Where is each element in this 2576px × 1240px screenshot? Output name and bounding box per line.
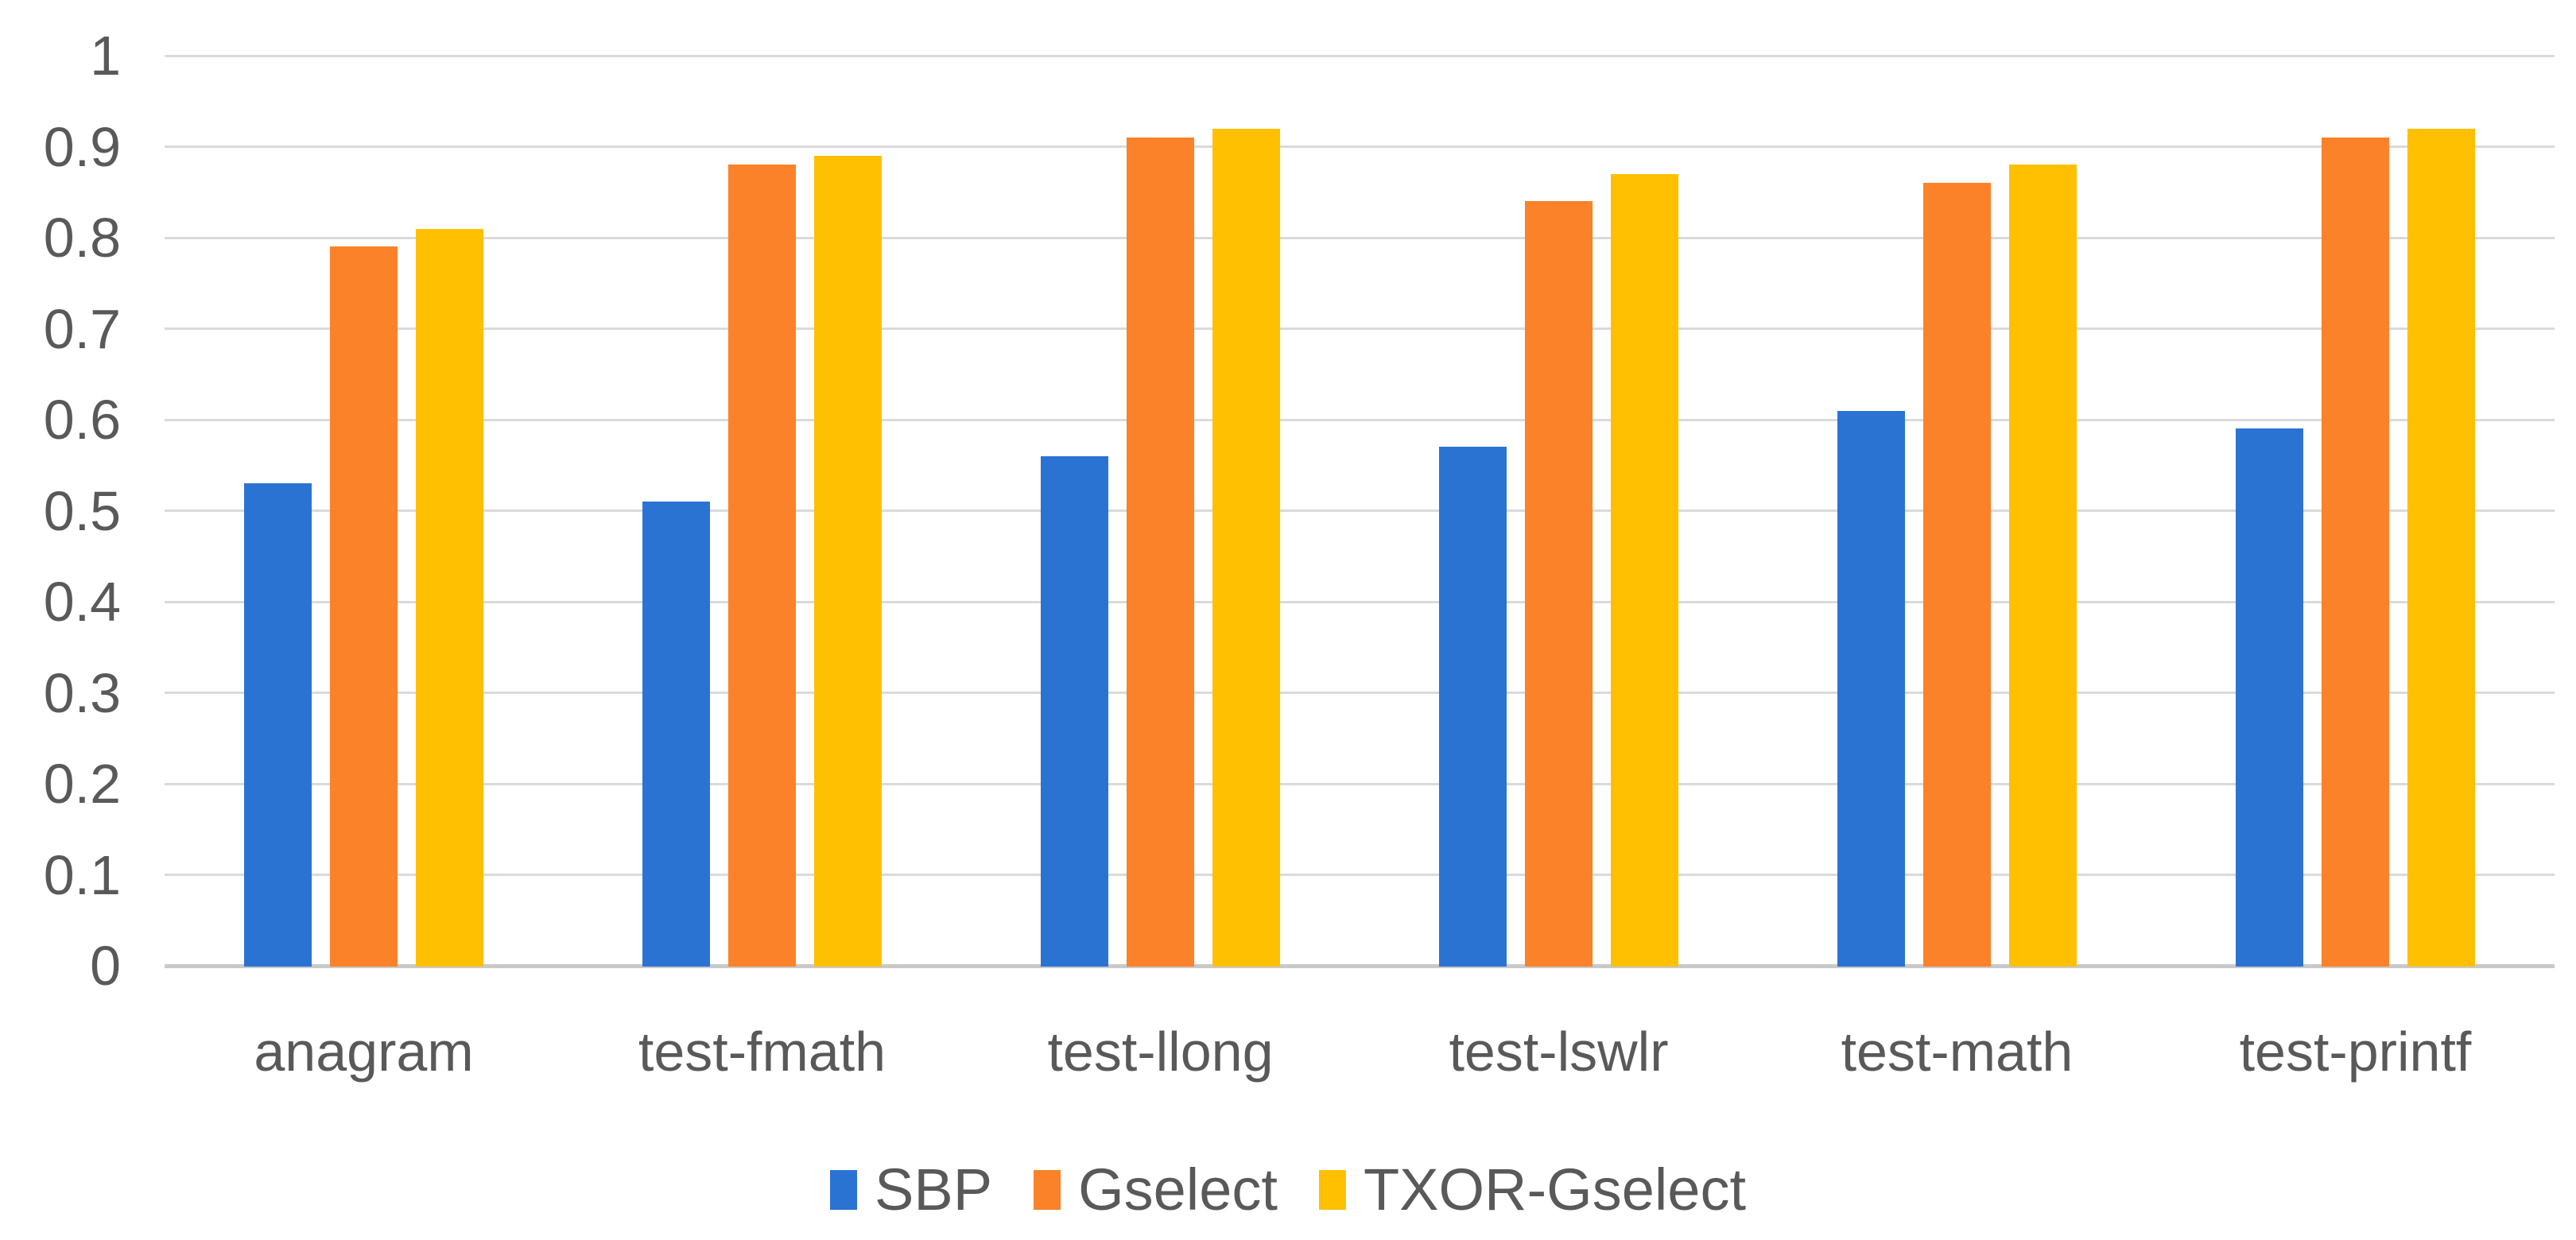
bar-txor-gselect-test-fmath <box>814 155 882 967</box>
legend-label: Gselect <box>1078 1157 1278 1223</box>
y-axis-tick-label: 0.1 <box>43 843 121 906</box>
y-axis-tick-label: 0.9 <box>43 115 121 178</box>
y-axis-tick-label: 0.3 <box>43 661 121 724</box>
x-axis-category-label: test-fmath <box>638 1021 886 1083</box>
x-axis-category-label: anagram <box>254 1021 474 1083</box>
bar-sbp-test-fmath <box>642 502 710 967</box>
gridline <box>165 874 2555 876</box>
legend-label: TXOR-Gselect <box>1363 1157 1747 1223</box>
y-axis-tick-label: 0.4 <box>43 571 121 633</box>
legend-label: SBP <box>874 1157 993 1223</box>
y-axis-tick-label: 0.5 <box>43 479 121 542</box>
bar-gselect-test-llong <box>1127 138 1194 967</box>
y-axis-tick-label: 0.7 <box>43 297 121 360</box>
y-axis-tick-label: 0.2 <box>43 753 121 815</box>
gridline <box>165 600 2555 603</box>
x-axis-category-label: test-llong <box>1047 1021 1274 1083</box>
x-axis-category-label: test-lswlr <box>1449 1021 1669 1083</box>
bar-txor-gselect-test-lswlr <box>1611 173 1678 967</box>
bar-gselect-anagram <box>330 246 398 967</box>
bar-gselect-test-printf <box>2322 138 2389 967</box>
legend-item-gselect: Gselect <box>1034 1158 1278 1222</box>
bar-gselect-test-math <box>1923 183 1991 967</box>
legend-item-txor-gselect: TXOR-Gselect <box>1318 1157 1747 1223</box>
legend: SBP Gselect TXOR-Gselect <box>0 1154 2576 1226</box>
bar-txor-gselect-test-math <box>2009 165 2077 967</box>
y-axis-tick-label: 1 <box>90 25 121 87</box>
legend-swatch-icon <box>1034 1170 1061 1210</box>
bar-sbp-test-llong <box>1041 455 1108 967</box>
bar-sbp-test-lswlr <box>1439 447 1507 967</box>
gridline <box>165 236 2555 239</box>
gridline <box>165 327 2555 330</box>
bar-txor-gselect-anagram <box>416 228 483 967</box>
y-axis-tick-label: 0.8 <box>43 207 121 269</box>
gridline <box>165 418 2555 421</box>
legend-item-sbp: SBP <box>829 1157 993 1223</box>
bar-gselect-test-lswlr <box>1525 201 1593 967</box>
bar-sbp-test-printf <box>2236 428 2303 967</box>
legend-swatch-icon <box>1318 1170 1346 1210</box>
gridline <box>165 54 2555 57</box>
x-axis-category-label: test-math <box>1841 1021 2074 1083</box>
gridline <box>165 510 2555 512</box>
y-axis-tick-label: 0.6 <box>43 389 121 451</box>
bar-txor-gselect-test-printf <box>2407 128 2475 967</box>
gridline <box>165 782 2555 785</box>
bar-txor-gselect-test-llong <box>1212 128 1280 967</box>
y-axis-tick-label: 0 <box>90 935 121 997</box>
x-axis-line <box>165 963 2555 968</box>
bar-sbp-test-math <box>1837 410 1905 967</box>
x-axis-category-label: test-printf <box>2239 1021 2472 1083</box>
gridline <box>165 692 2555 694</box>
gridline <box>165 145 2555 148</box>
bar-sbp-anagram <box>244 483 312 967</box>
bar-gselect-test-fmath <box>728 165 796 967</box>
legend-swatch-icon <box>829 1170 857 1210</box>
